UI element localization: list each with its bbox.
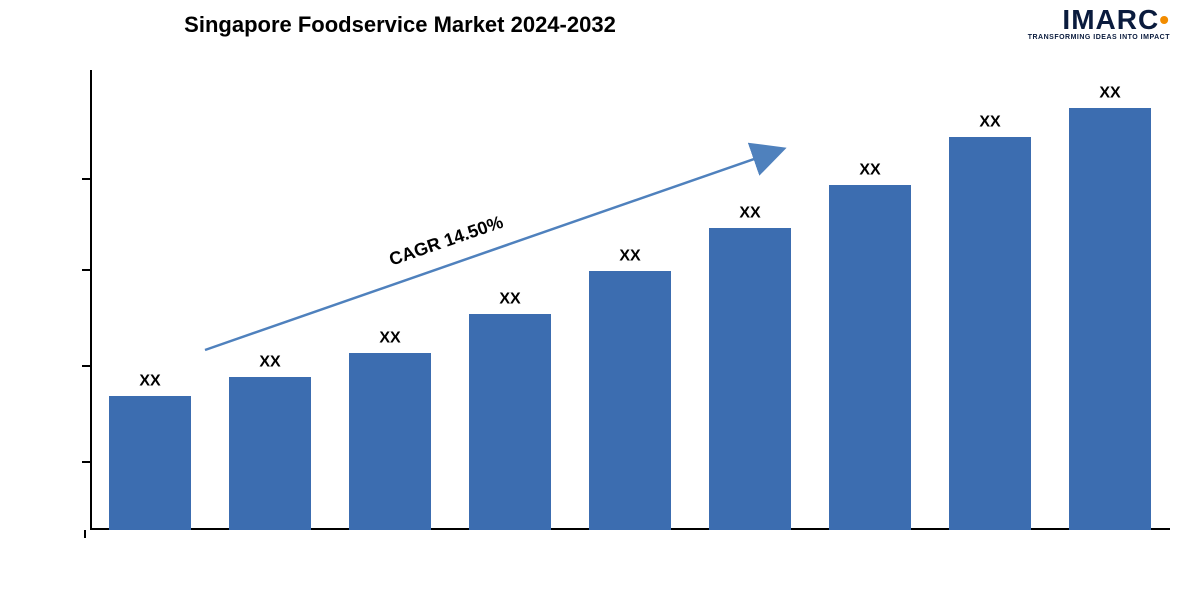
bar-value-label: XX xyxy=(109,372,191,390)
logo-dot-icon: • xyxy=(1159,4,1170,35)
bar: XX xyxy=(949,137,1031,530)
y-tick xyxy=(82,269,90,271)
bar: XX xyxy=(469,314,551,530)
bar-value-label: XX xyxy=(949,114,1031,132)
bar-value-label: XX xyxy=(829,162,911,180)
logo-brand: IMARC xyxy=(1062,4,1159,35)
x-tick xyxy=(84,530,86,538)
chart-plot-area: CAGR 14.50% XXXXXXXXXXXXXXXXXX xyxy=(90,70,1170,530)
chart-title: Singapore Foodservice Market 2024-2032 xyxy=(0,12,800,38)
bar-value-label: XX xyxy=(469,291,551,309)
page: Singapore Foodservice Market 2024-2032 I… xyxy=(0,0,1200,600)
brand-logo: IMARC• TRANSFORMING IDEAS INTO IMPACT xyxy=(1028,6,1170,41)
logo-text: IMARC• xyxy=(1028,6,1170,34)
logo-tagline: TRANSFORMING IDEAS INTO IMPACT xyxy=(1028,34,1170,41)
bar: XX xyxy=(589,271,671,530)
y-tick xyxy=(82,178,90,180)
y-tick xyxy=(82,461,90,463)
bar: XX xyxy=(109,396,191,530)
bar-value-label: XX xyxy=(229,353,311,371)
bar-value-label: XX xyxy=(349,329,431,347)
bar: XX xyxy=(829,185,911,530)
bar-value-label: XX xyxy=(589,248,671,266)
bar: XX xyxy=(349,353,431,530)
y-tick xyxy=(82,365,90,367)
bar-value-label: XX xyxy=(1069,85,1151,103)
bar: XX xyxy=(1069,108,1151,530)
bar: XX xyxy=(709,228,791,530)
bar-value-label: XX xyxy=(709,205,791,223)
bar: XX xyxy=(229,377,311,530)
